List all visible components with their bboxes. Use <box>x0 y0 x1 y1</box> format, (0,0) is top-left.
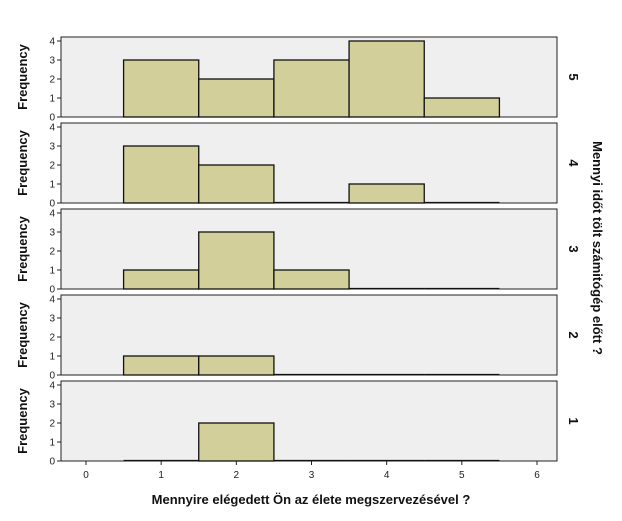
y-tick-label: 4 <box>49 381 55 392</box>
x-tick-label: 4 <box>384 470 390 481</box>
x-tick-label: 5 <box>459 470 465 481</box>
y-tick-label: 0 <box>49 113 55 124</box>
histogram-bar <box>423 97 501 118</box>
facet-axis-title: Mennyi időt tölt számitógép előtt ? <box>590 141 605 355</box>
histogram-bar <box>348 183 425 204</box>
y-tick-label: 1 <box>49 438 55 449</box>
x-tick-label: 1 <box>158 470 164 481</box>
y-tick-label: 4 <box>49 295 55 306</box>
y-tick-label: 2 <box>49 333 55 344</box>
y-tick-label: 1 <box>49 180 55 191</box>
x-tick-label: 6 <box>534 470 540 481</box>
y-tick-label: 0 <box>49 457 55 468</box>
y-tick-label: 3 <box>49 56 55 67</box>
y-axis-title: Frequency <box>15 301 30 368</box>
y-tick-label: 1 <box>49 94 55 105</box>
y-axis-title: Frequency <box>15 387 30 454</box>
y-tick-label: 4 <box>49 37 55 48</box>
y-tick-label: 1 <box>49 266 55 277</box>
panel-5: 0 1 2 3 4 Frequency 5 <box>15 36 581 124</box>
y-tick-label: 0 <box>49 371 55 382</box>
panel-4: 0 1 2 3 4 Frequency 4 <box>15 122 581 210</box>
y-tick-label: 2 <box>49 419 55 430</box>
facet-label: 4 <box>566 159 581 167</box>
facet-label: 1 <box>566 417 581 424</box>
histogram-bar <box>198 164 275 204</box>
x-tick-label: 2 <box>234 470 240 481</box>
histogram-bar <box>122 355 200 376</box>
facet-label: 3 <box>566 245 581 252</box>
y-tick-label: 4 <box>49 209 55 220</box>
histogram-bar <box>122 59 200 118</box>
y-tick-label: 2 <box>49 247 55 258</box>
panel-3: 0 1 2 3 4 Frequency 3 <box>15 208 581 296</box>
y-tick-label: 3 <box>49 228 55 239</box>
y-tick-label: 3 <box>49 142 55 153</box>
x-tick-label: 3 <box>309 470 315 481</box>
histogram-bar <box>273 269 350 290</box>
y-axis-title: Frequency <box>15 43 30 110</box>
panel-background <box>60 380 558 462</box>
histogram-bar <box>348 40 425 118</box>
histogram-bar <box>198 231 275 290</box>
y-tick-label: 0 <box>49 285 55 296</box>
histogram-bar <box>122 269 200 290</box>
y-tick-label: 0 <box>49 199 55 210</box>
y-tick-label: 3 <box>49 314 55 325</box>
y-tick-label: 2 <box>49 75 55 86</box>
panel-2: 0 1 2 3 4 Frequency 2 <box>15 294 581 382</box>
facet-label: 5 <box>566 73 581 80</box>
x-tick-label: 0 <box>83 470 89 481</box>
panel-1: 0 1 2 3 4 Frequency 1 <box>15 380 581 468</box>
histogram-bar <box>198 355 275 376</box>
histogram-bar <box>198 78 275 118</box>
histogram-bar <box>122 145 200 204</box>
y-tick-label: 1 <box>49 352 55 363</box>
y-axis-title: Frequency <box>15 215 30 282</box>
x-axis: 0 1 2 3 4 5 6 <box>83 461 540 481</box>
y-tick-label: 4 <box>49 123 55 134</box>
facet-label: 2 <box>566 331 581 338</box>
x-axis-title: Mennyire elégedett Ön az élete megszerve… <box>152 492 471 507</box>
y-tick-label: 3 <box>49 400 55 411</box>
histogram-bar <box>273 59 350 118</box>
histogram-bar <box>198 422 275 462</box>
y-tick-label: 2 <box>49 161 55 172</box>
y-axis-title: Frequency <box>15 129 30 196</box>
